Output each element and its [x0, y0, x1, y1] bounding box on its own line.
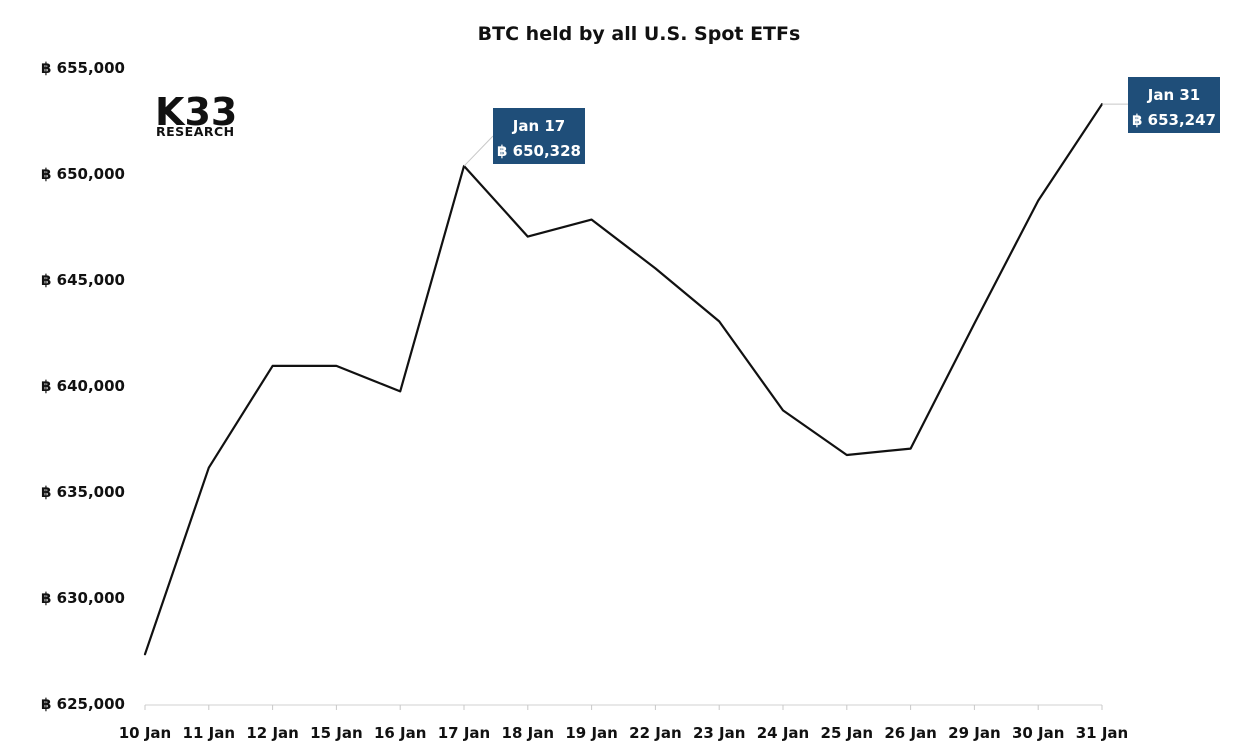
x-tick-label: 16 Jan [374, 724, 426, 742]
x-tick-label: 18 Jan [502, 724, 554, 742]
x-tick-label: 29 Jan [948, 724, 1000, 742]
series-line [143, 103, 1104, 656]
logo-main-text: K33 [155, 90, 237, 134]
x-tick-label: 22 Jan [629, 724, 681, 742]
x-tick-label: 23 Jan [693, 724, 745, 742]
series-layer [143, 103, 1104, 656]
chart-title: BTC held by all U.S. Spot ETFs [478, 23, 801, 45]
x-tick-label: 19 Jan [565, 724, 617, 742]
logo-sub-text: RESEARCH [156, 124, 235, 139]
x-tick-label: 30 Jan [1012, 724, 1064, 742]
x-tick-label: 10 Jan [119, 724, 171, 742]
y-tick-label: ฿ 645,000 [41, 271, 125, 289]
callout-jan-31: Jan 31 ฿ 653,247 [1102, 77, 1220, 133]
x-tick-label: 17 Jan [438, 724, 490, 742]
callout-date: Jan 31 [1147, 86, 1200, 104]
y-tick-label: ฿ 625,000 [41, 695, 125, 713]
y-tick-label: ฿ 655,000 [41, 59, 125, 77]
callout-value: ฿ 653,247 [1132, 111, 1216, 129]
y-tick-label: ฿ 650,000 [41, 165, 125, 183]
y-axis: ฿ 625,000 ฿ 630,000 ฿ 635,000 ฿ 640,000 ฿ 64… [41, 59, 125, 713]
y-tick-label: ฿ 640,000 [41, 377, 125, 395]
y-tick-label: ฿ 630,000 [41, 589, 125, 607]
x-tick-label: 31 Jan [1076, 724, 1128, 742]
callout-box [493, 108, 585, 164]
callout-leader-line [463, 135, 494, 167]
callouts-layer: Jan 17 ฿ 650,328 Jan 31 ฿ 653,247 [463, 77, 1220, 167]
callout-date: Jan 17 [512, 117, 565, 135]
y-tick-label: ฿ 635,000 [41, 483, 125, 501]
x-tick-label: 15 Jan [310, 724, 362, 742]
callout-jan-17: Jan 17 ฿ 650,328 [463, 108, 585, 167]
k33-research-logo: K33 RESEARCH [155, 90, 237, 139]
x-axis: 10 Jan 11 Jan 12 Jan 15 Jan 16 Jan 17 Jan 18 J… [119, 704, 1128, 742]
callout-value: ฿ 650,328 [497, 142, 581, 160]
x-tick-label: 25 Jan [821, 724, 873, 742]
x-tick-label: 12 Jan [246, 724, 298, 742]
x-tick-label: 24 Jan [757, 724, 809, 742]
x-tick-label: 11 Jan [183, 724, 235, 742]
callout-box [1128, 77, 1220, 133]
x-tick-label: 26 Jan [884, 724, 936, 742]
